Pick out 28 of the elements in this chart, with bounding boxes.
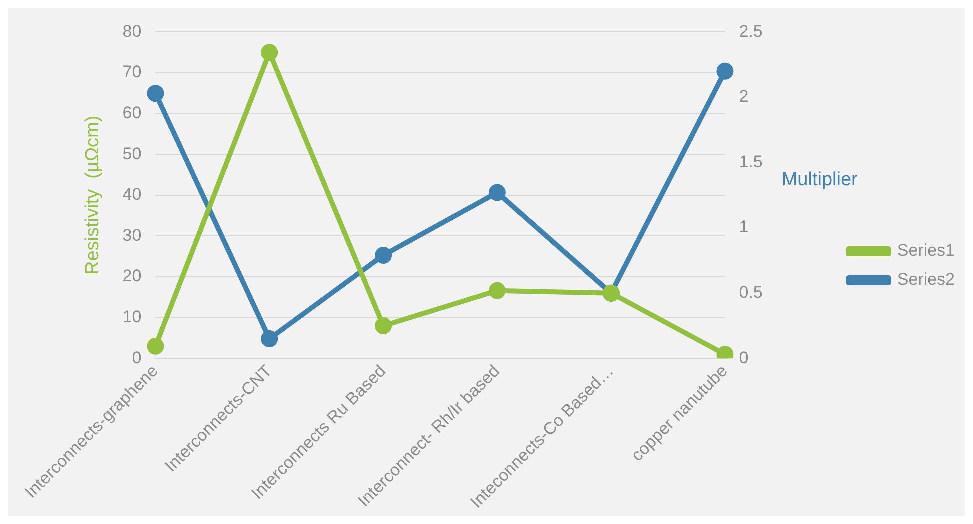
legend-label: Series1 [897,241,955,260]
y-tick-label: 20 [122,266,142,286]
point [716,62,734,80]
y-axis-title: Resistivity (µΩcm) [82,116,104,275]
y2-tick-label: 0 [739,348,749,368]
y-tick-label: 40 [122,185,142,204]
point [488,282,506,300]
point [147,85,164,102]
point [375,317,392,334]
point [147,338,164,355]
point [488,184,506,202]
y2-axis-title: Multiplier [782,170,859,191]
y-tick-label: 50 [122,144,142,164]
y-tick-label: 60 [122,103,142,122]
point [261,330,278,348]
y2-tick-label: 2 [739,87,749,106]
legend-label: Series2 [897,270,955,290]
y-tick-label: 80 [122,22,142,41]
y2-tick-label: 1 [739,218,749,237]
y-tick-label: 10 [122,307,142,326]
y-tick-label: 70 [122,62,142,82]
y-tick-label: 0 [132,348,142,368]
y2-tick-label: 0.5 [739,283,763,302]
y-tick-label: 30 [122,226,142,245]
point [375,246,392,264]
y2-tick-label: 1.5 [739,152,763,172]
point [261,44,278,62]
y2-tick-label: 2.5 [739,22,763,41]
